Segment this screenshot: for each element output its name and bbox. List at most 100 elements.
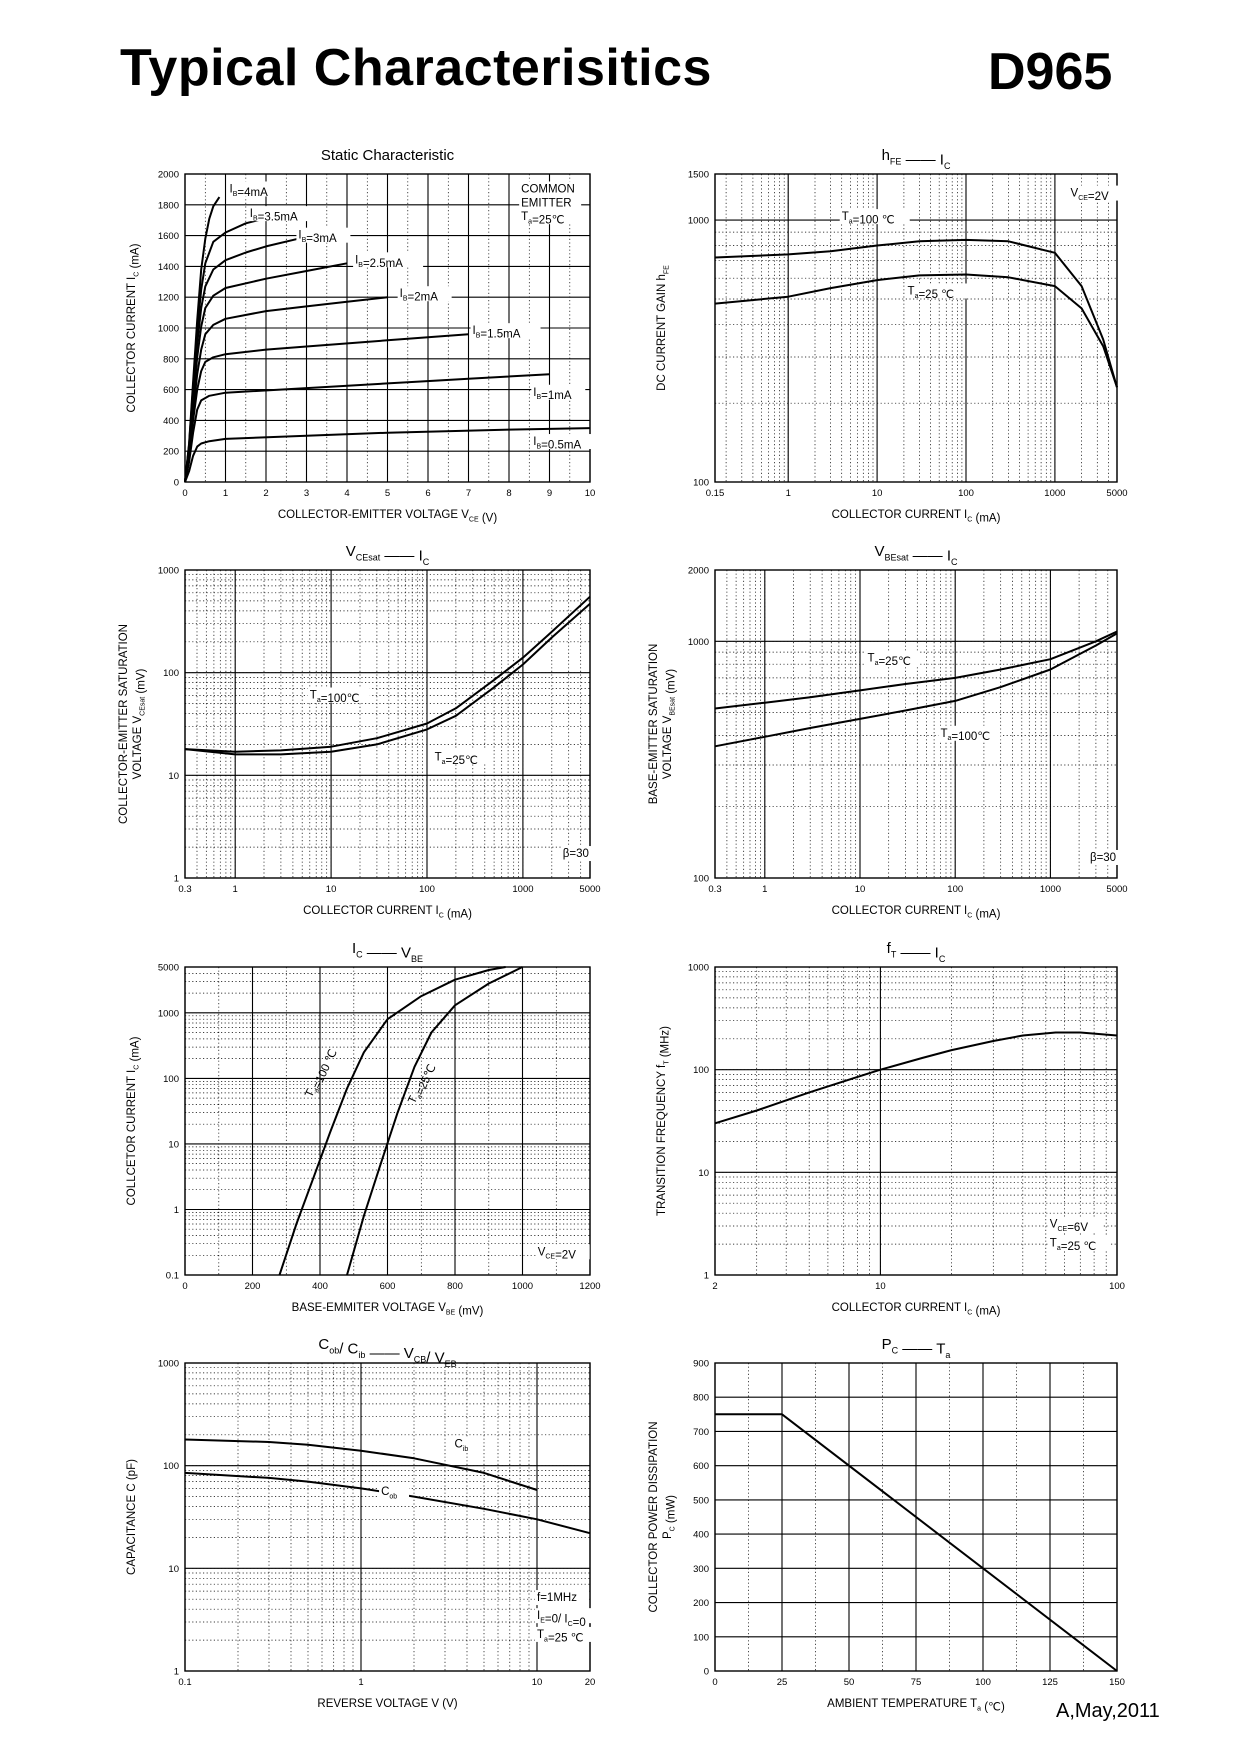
y-tick-label: 400 (163, 416, 179, 427)
x-tick-label: 10 (855, 884, 866, 895)
y-tick-label: 1000 (688, 216, 709, 227)
x-tick-label: 1 (762, 884, 767, 895)
label-bg (839, 209, 910, 225)
label-bg (432, 749, 487, 765)
series-label: IB=2.5mA (355, 254, 403, 269)
plot-frame (714, 1362, 1118, 1672)
series-line (714, 632, 1118, 748)
chart-group: 0 200 400 600 800 1000 1200 0.1 1 10 100 1000 5000 IC… (126, 940, 601, 1317)
label-bg (938, 725, 1001, 741)
x-tick-label: 20 (585, 1677, 596, 1688)
x-tick-label: 125 (1042, 1677, 1058, 1688)
page-title: Typical Characterisitics (120, 39, 712, 97)
y-tick-label: 0.1 (166, 1271, 179, 1282)
x-tick-label: 1 (786, 488, 791, 499)
series-label: Cob (381, 1486, 397, 1500)
minor-grid (185, 1363, 590, 1671)
x-tick-label: 5000 (1106, 884, 1127, 895)
x-tick-label: 0.3 (178, 884, 191, 895)
series-line (715, 1413, 1118, 1672)
chart-annotation: VCE=2V (1071, 188, 1110, 203)
x-tick-label: 400 (312, 1281, 328, 1292)
y-tick-label: 1200 (158, 293, 179, 304)
x-tick-label: 1000 (512, 1281, 533, 1292)
label-bg (307, 687, 370, 703)
label-bg (379, 1483, 410, 1499)
y-tick-label: 200 (163, 447, 179, 458)
label-bg (531, 434, 602, 450)
y-axis-label-2: PC (mW) (662, 1495, 677, 1539)
y-tick-label: 1 (704, 1271, 709, 1282)
plot-frame (184, 1362, 591, 1672)
y-axis-label: COLLECTOR-EMITTER SATURATION (118, 624, 130, 824)
series-line (184, 1438, 538, 1491)
chart-title: VCEsat —— IC (346, 543, 430, 567)
y-tick-label: 500 (693, 1495, 709, 1506)
annotation-bg (535, 1626, 598, 1642)
series-label: IB=1.5mA (473, 325, 521, 340)
series-label: Cib (455, 1439, 469, 1453)
label-bg (452, 1436, 483, 1452)
x-tick-label: 1200 (579, 1281, 600, 1292)
series-label: Ta=100 ℃ (842, 211, 895, 226)
y-axis-label: CAPACITANCE C (pF) (126, 1459, 138, 1575)
series-label: Ta=100℃ (310, 690, 360, 705)
annotation-bg (1047, 1235, 1110, 1251)
x-tick-label: 1 (233, 884, 238, 895)
x-tick-label: 10 (875, 1281, 886, 1292)
y-tick-label: 1000 (158, 324, 179, 335)
y-tick-label: 10 (168, 771, 179, 782)
y-tick-label: 1 (174, 874, 179, 885)
label-bg (905, 283, 968, 299)
chart-annotation: IE=0/ IC=0 (537, 1610, 586, 1629)
x-tick-label: 100 (1109, 1281, 1125, 1292)
y-tick-label: 1000 (688, 963, 709, 974)
chart-title: hFE —— IC (882, 147, 951, 171)
y-axis-label: TRANSITION FREQUENCY fT (MHz) (656, 1026, 671, 1216)
annotation-bg (1068, 185, 1123, 201)
minor-grid (185, 570, 590, 878)
x-tick-label: 150 (1109, 1677, 1125, 1688)
series-line (714, 273, 1118, 388)
label-bg (470, 323, 541, 339)
y-tick-label: 600 (163, 385, 179, 396)
x-axis-label: COLLECTOR CURRENT IC (mA) (832, 509, 1001, 524)
y-tick-label: 200 (693, 1598, 709, 1609)
chart-group: 0 1 2 3 4 5 6 7 8 9 10 0 200 400 600 800 1000 1200 1400 160… (126, 147, 602, 524)
chart-group: 0.3 1 10 100 1000 5000 100 1000 2000 VBEsat —— IC… (648, 543, 1128, 920)
x-tick-label: 75 (911, 1677, 922, 1688)
y-tick-label: 1800 (158, 200, 179, 211)
annotation-bg (535, 1244, 590, 1260)
x-tick-label: 0.15 (706, 488, 725, 499)
y-tick-label: 300 (693, 1564, 709, 1575)
y-tick-label: 600 (693, 1461, 709, 1472)
x-tick-label: 100 (975, 1677, 991, 1688)
chart-title: fT —— IC (887, 940, 946, 964)
x-tick-label: 0.1 (178, 1677, 191, 1688)
x-tick-label: 1000 (1044, 488, 1065, 499)
x-tick-label: 10 (326, 884, 337, 895)
plot-frame (184, 569, 591, 879)
y-tick-label: 1000 (158, 1008, 179, 1019)
y-tick-label: 1600 (158, 231, 179, 242)
x-axis-label: BASE-EMMITER VOLTAGE VBE (mV) (292, 1302, 484, 1317)
y-tick-label: 1 (174, 1667, 179, 1678)
chart-annotation: Ta=25 ℃ (1050, 1237, 1097, 1252)
series-label: Ta=25 ℃ (908, 285, 955, 300)
x-tick-label: 5000 (1106, 488, 1127, 499)
series-line (184, 373, 550, 483)
series-line (278, 966, 506, 1276)
label-bg (247, 206, 318, 222)
annotation-bg (560, 846, 599, 862)
annotation-bg (535, 1608, 622, 1624)
series-line (346, 966, 523, 1276)
y-tick-label: 1 (174, 1205, 179, 1216)
series-line (184, 427, 591, 483)
series-label: IB=0.5mA (533, 436, 581, 451)
y-tick-label: 5000 (158, 963, 179, 974)
series-line (714, 630, 1118, 710)
